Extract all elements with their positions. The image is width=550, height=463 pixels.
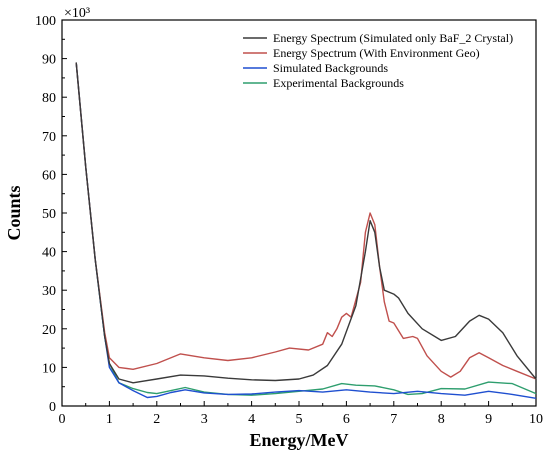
legend-label-3: Simulated Backgrounds [273, 61, 388, 75]
x-tick-label: 10 [529, 412, 543, 427]
x-tick-label: 5 [296, 412, 303, 427]
y-tick-label: 90 [42, 53, 56, 68]
x-tick-label: 0 [59, 412, 66, 427]
series-line-4 [75, 62, 537, 396]
x-axis-title: Energy/MeV [250, 430, 349, 450]
y-tick-label: 100 [35, 14, 56, 29]
x-tick-label: 9 [485, 412, 492, 427]
y-tick-label: 70 [42, 130, 56, 145]
y-tick-label: 40 [42, 246, 56, 261]
y-tick-label: 10 [42, 361, 56, 376]
x-tick-label: 2 [153, 412, 160, 427]
y-multiplier-label: ×10³ [64, 6, 90, 21]
y-tick-label: 60 [42, 168, 56, 183]
series-layer [75, 62, 537, 399]
legend-label-2: Energy Spectrum (With Environment Geo) [273, 46, 480, 60]
x-tick-label: 7 [390, 412, 397, 427]
x-tick-label: 1 [106, 412, 113, 427]
y-tick-label: 50 [42, 207, 56, 222]
y-tick-label: 80 [42, 91, 56, 106]
x-tick-label: 4 [248, 412, 255, 427]
legend-label-1: Energy Spectrum (Simulated only BaF_2 Cr… [273, 31, 513, 45]
x-tick-label: 6 [343, 412, 350, 427]
series-line-1 [75, 62, 537, 384]
y-tick-label: 30 [42, 284, 56, 299]
x-tick-label: 3 [201, 412, 208, 427]
series-line-3 [75, 62, 537, 399]
legend-label-4: Experimental Backgrounds [273, 76, 404, 90]
series-line-2 [75, 62, 537, 380]
y-tick-label: 0 [49, 400, 56, 415]
x-tick-label: 8 [438, 412, 445, 427]
legend: Energy Spectrum (Simulated only BaF_2 Cr… [243, 31, 513, 90]
y-axis-title: Counts [4, 185, 24, 240]
y-tick-label: 20 [42, 323, 56, 338]
